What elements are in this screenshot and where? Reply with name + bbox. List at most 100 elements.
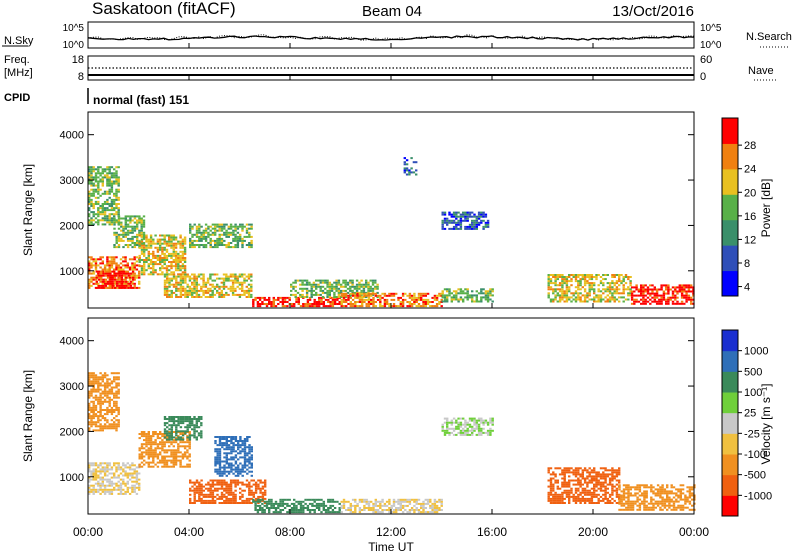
velocity-cell (491, 421, 494, 424)
velocity-cell (295, 504, 298, 507)
power-cell (163, 275, 167, 278)
velocity-cell (138, 449, 141, 452)
velocity-cell (161, 443, 164, 446)
power-cell (110, 166, 114, 169)
velocity-cell (248, 458, 251, 461)
velocity-cell (243, 499, 246, 502)
power-cell (258, 305, 262, 308)
power-cell (220, 293, 223, 296)
power-cell (640, 294, 643, 297)
power-cell (547, 274, 550, 276)
velocity-cell (179, 418, 183, 420)
velocity-cell (140, 457, 144, 460)
power-cell (588, 276, 591, 278)
velocity-cell (306, 507, 310, 509)
power-cell (337, 289, 341, 292)
velocity-cell (237, 452, 240, 455)
power-cell (475, 300, 478, 303)
power-cell (446, 300, 449, 303)
velocity-cell (429, 507, 432, 509)
power-cell (420, 298, 423, 301)
power-cell (440, 298, 443, 301)
power-cell (88, 203, 91, 205)
velocity-cell (124, 464, 127, 467)
power-cell (466, 227, 469, 230)
velocity-cell (154, 455, 157, 458)
power-cell (108, 264, 111, 267)
velocity-cell (174, 459, 178, 462)
power-cell (245, 296, 248, 298)
power-cell (140, 217, 143, 220)
power-cell (147, 267, 150, 270)
power-cell (133, 284, 136, 287)
power-cell (646, 290, 650, 293)
velocity-cell (241, 499, 244, 502)
power-cell (331, 296, 335, 299)
velocity-cell (159, 459, 162, 462)
power-cell (218, 287, 221, 290)
power-cell (354, 301, 357, 303)
power-cell (593, 292, 596, 295)
velocity-cell (202, 502, 205, 504)
velocity-cell (306, 509, 310, 511)
power-cell (227, 231, 230, 234)
power-cell (97, 223, 100, 226)
velocity-cell (561, 477, 564, 480)
power-cell (403, 167, 406, 170)
power-cell (152, 273, 155, 276)
velocity-cell (214, 460, 217, 463)
velocity-cell (459, 423, 463, 426)
power-cell (480, 215, 483, 218)
power-cell (320, 296, 323, 299)
power-cell (163, 263, 166, 266)
power-cell (554, 282, 557, 285)
velocity-cell (308, 502, 312, 505)
velocity-cell (110, 392, 114, 395)
power-cell (572, 276, 575, 278)
velocity-cell (374, 500, 377, 503)
velocity-cell (175, 434, 178, 437)
power-cell (113, 227, 116, 230)
power-cell (97, 282, 100, 285)
power-cell (108, 219, 111, 222)
power-cell (236, 279, 239, 282)
velocity-cell (101, 429, 104, 432)
power-cell (630, 294, 634, 297)
velocity-cell (99, 384, 102, 387)
velocity-cell (186, 465, 189, 468)
velocity-cell (489, 433, 492, 436)
velocity-cell (103, 382, 107, 385)
velocity-cell (568, 481, 571, 484)
velocity-cell (177, 449, 180, 452)
power-cell (388, 294, 391, 297)
velocity-cell (254, 500, 257, 503)
power-cell (452, 225, 456, 228)
velocity-cell (462, 433, 465, 436)
power-cell (602, 298, 605, 301)
power-cell (324, 291, 327, 294)
velocity-cell (115, 404, 118, 407)
velocity-cell (570, 491, 573, 494)
power-cell (649, 288, 652, 291)
power-cell (491, 290, 494, 293)
power-cell (321, 281, 325, 284)
power-cell (189, 239, 192, 242)
power-cell (161, 265, 164, 268)
velocity-cell (108, 472, 111, 475)
power-cell (147, 242, 150, 245)
velocity-cell (133, 470, 136, 473)
power-cell (676, 286, 679, 289)
velocity-cell (218, 462, 222, 465)
velocity-cell (270, 504, 273, 507)
power-cell (168, 279, 171, 282)
velocity-cell (234, 460, 238, 463)
power-cell (101, 262, 104, 265)
power-cell (563, 278, 566, 281)
velocity-cell (170, 443, 173, 446)
beam-title: Beam 04 (362, 3, 422, 20)
power-cell (547, 294, 550, 297)
velocity-cell (239, 462, 242, 465)
velocity-cell (195, 499, 199, 502)
power-cell (95, 276, 98, 279)
velocity-cell (138, 453, 141, 456)
